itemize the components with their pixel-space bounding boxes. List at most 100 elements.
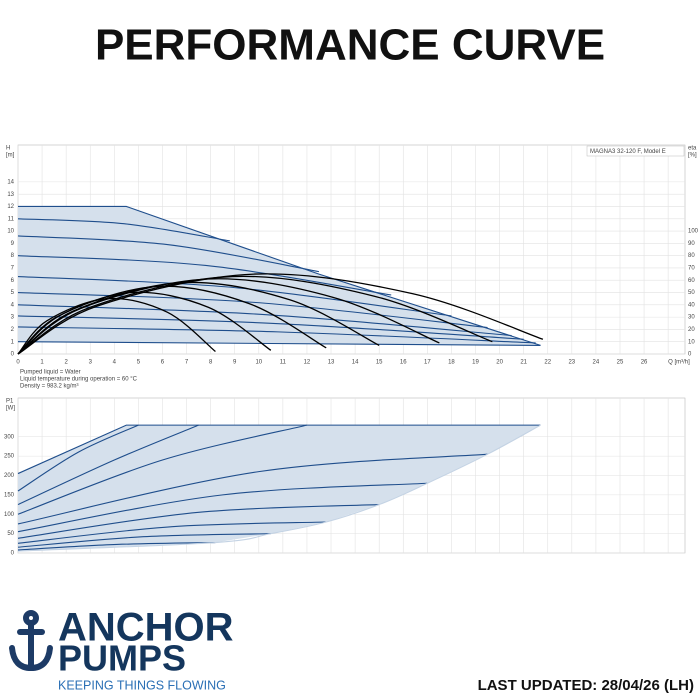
y-tick-label: 100 [4, 512, 15, 518]
y-tick-label: 250 [4, 454, 15, 460]
x-tick-label: 5 [137, 360, 141, 366]
performance-curve [17, 255, 392, 296]
performance-curve [17, 533, 271, 548]
performance-curve [17, 482, 428, 533]
y2-tick-label: 0 [688, 352, 692, 358]
performance-curve [17, 424, 308, 515]
x-tick-label: 25 [617, 360, 624, 366]
y-tick-label: 300 [4, 434, 15, 440]
x-tick-label: 22 [544, 360, 551, 366]
y2-axis-unit: [%] [688, 153, 697, 159]
performance-curve [17, 291, 488, 329]
page-title: PERFORMANCE CURVE [95, 21, 605, 70]
performance-curve [17, 326, 536, 344]
y2-axis-label: eta [688, 146, 697, 152]
x-tick-label: Q [m³/h] [668, 360, 690, 366]
y-tick-label: 0 [11, 551, 15, 557]
y2-tick-label: 60 [688, 278, 695, 284]
x-tick-label: 15 [376, 360, 383, 366]
y-tick-label: 7 [11, 266, 15, 272]
y-tick-label: 13 [7, 192, 14, 198]
y2-tick-label: 30 [688, 315, 695, 321]
brand-line1: ANCHOR [58, 606, 234, 650]
note: Density = 983.2 kg/m³ [20, 384, 79, 390]
performance-curve [17, 453, 488, 525]
anchor-icon [9, 610, 53, 672]
y2-tick-label: 40 [688, 302, 695, 308]
performance-curve [17, 521, 327, 544]
y-tick-label: 4 [11, 302, 15, 308]
y-tick-label: 5 [11, 290, 15, 296]
y-tick-label: 6 [11, 278, 15, 284]
y-tick-label: 0 [11, 352, 15, 358]
y-axis-unit: [W] [6, 406, 15, 412]
performance-curve [17, 315, 524, 340]
y-axis-label: P1 [6, 399, 14, 405]
y-tick-label: 10 [7, 229, 14, 235]
x-tick-label: 4 [113, 360, 117, 366]
performance-curve [17, 424, 541, 552]
x-tick-label: 1 [40, 360, 44, 366]
x-tick-label: 7 [185, 360, 189, 366]
x-tick-label: 14 [352, 360, 359, 366]
x-tick-label: 24 [593, 360, 600, 366]
x-tick-label: 6 [161, 360, 165, 366]
y-tick-label: 2 [11, 327, 15, 333]
y-tick-label: 1 [11, 339, 15, 345]
performance-curve [17, 275, 452, 317]
x-tick-label: 16 [400, 360, 407, 366]
x-tick-label: 18 [448, 360, 455, 366]
note: Pumped liquid = Water [20, 370, 81, 376]
y-tick-label: 14 [7, 179, 14, 185]
y2-tick-label: 70 [688, 266, 695, 272]
y-tick-label: 9 [11, 241, 15, 247]
y-tick-label: 12 [7, 204, 14, 210]
last-updated: LAST UPDATED: 28/04/26 (LH) [478, 677, 694, 694]
operating-area [18, 425, 541, 552]
y-tick-label: 200 [4, 473, 15, 479]
legend-text: MAGNA3 32-120 F, Model E [590, 149, 666, 155]
performance-curve [17, 504, 380, 539]
performance-curve [17, 424, 199, 506]
x-tick-label: 17 [424, 360, 431, 366]
y2-tick-label: 100 [688, 229, 699, 235]
x-tick-label: 11 [280, 360, 287, 366]
y-tick-label: 11 [8, 216, 15, 222]
y2-tick-label: 90 [688, 241, 695, 247]
efficiency-curve [17, 273, 544, 355]
y-axis-label: H [6, 146, 10, 152]
efficiency-curve [17, 275, 493, 355]
performance-curve [17, 424, 139, 492]
x-tick-label: 9 [233, 360, 237, 366]
y-tick-label: 8 [11, 253, 15, 259]
x-tick-label: 12 [304, 360, 311, 366]
x-tick-label: 21 [520, 360, 527, 366]
x-tick-label: 10 [255, 360, 262, 366]
y-tick-label: 50 [7, 531, 14, 537]
x-tick-label: 13 [328, 360, 335, 366]
performance-curve [17, 424, 541, 475]
y2-tick-label: 50 [688, 290, 695, 296]
performance-curve [17, 218, 230, 242]
x-tick-label: 23 [568, 360, 575, 366]
charts: 0 1 2 3 4 5 6 7 8 9 10 11 12 13 14 15 16 17 18 19 20 21 22 23 24… [4, 144, 699, 557]
x-tick-label: 20 [496, 360, 503, 366]
performance-curve [17, 541, 216, 551]
brand-line2: PUMPS [58, 638, 186, 679]
x-tick-label: 3 [89, 360, 93, 366]
y2-tick-label: 80 [688, 253, 695, 259]
y-axis-unit: [m] [6, 153, 15, 159]
performance-curve [18, 205, 541, 346]
performance-curve [17, 341, 541, 346]
legend-box [586, 145, 685, 157]
y-tick-label: 150 [4, 492, 15, 498]
y-tick-label: 3 [11, 315, 15, 321]
x-tick-label: 19 [472, 360, 479, 366]
x-tick-label: 26 [641, 360, 648, 366]
brand-tagline: KEEPING THINGS FLOWING [58, 678, 226, 692]
note: Liquid temperature during operation = 60… [20, 377, 138, 383]
y2-tick-label: 10 [688, 339, 695, 345]
x-tick-label: 8 [209, 360, 213, 366]
performance-curve [17, 235, 320, 273]
